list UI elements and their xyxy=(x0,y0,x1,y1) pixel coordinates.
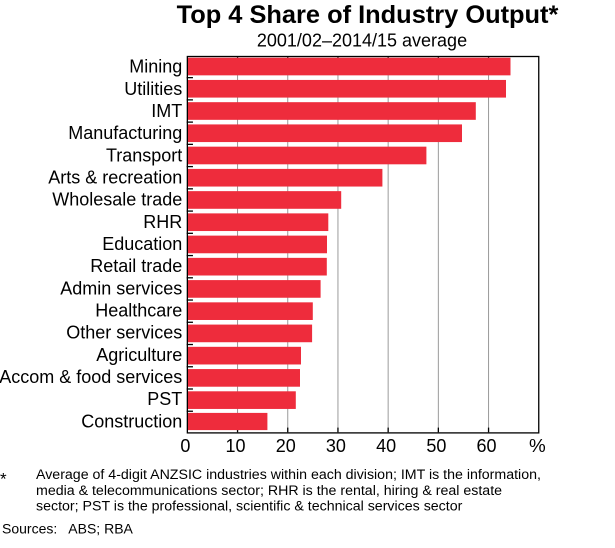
svg-text:50: 50 xyxy=(426,436,446,456)
svg-text:0: 0 xyxy=(180,436,190,456)
svg-text:Retail trade: Retail trade xyxy=(90,256,182,276)
svg-text:10: 10 xyxy=(226,436,246,456)
svg-text:media & telecommunications sec: media & telecommunications sector; RHR i… xyxy=(36,483,502,499)
svg-text:sector; PST is the professiona: sector; PST is the professional, scienti… xyxy=(36,499,463,515)
svg-text:IMT: IMT xyxy=(151,101,182,121)
svg-text:Arts & recreation: Arts & recreation xyxy=(48,167,182,187)
svg-text:PST: PST xyxy=(147,389,182,409)
svg-text:Accom & food services: Accom & food services xyxy=(0,367,182,387)
svg-text:Manufacturing: Manufacturing xyxy=(68,123,182,143)
svg-text:Healthcare: Healthcare xyxy=(95,300,182,320)
svg-text:30: 30 xyxy=(326,436,346,456)
svg-text:Admin services: Admin services xyxy=(60,278,182,298)
svg-text:Construction: Construction xyxy=(81,411,182,431)
svg-text:*: * xyxy=(0,469,7,488)
svg-text:Education: Education xyxy=(102,234,182,254)
svg-text:Mining: Mining xyxy=(129,57,182,77)
svg-text:40: 40 xyxy=(376,436,396,456)
svg-text:2001/02–2014/15 average: 2001/02–2014/15 average xyxy=(257,30,467,50)
svg-text:Average of 4-digit ANZSIC indu: Average of 4-digit ANZSIC industries wit… xyxy=(36,467,541,483)
svg-text:Utilities: Utilities xyxy=(124,79,182,99)
svg-text:20: 20 xyxy=(276,436,296,456)
svg-text:ABS; RBA: ABS; RBA xyxy=(68,521,133,537)
svg-text:%: % xyxy=(529,435,546,456)
svg-text:Agriculture: Agriculture xyxy=(96,345,182,365)
svg-text:Other services: Other services xyxy=(66,323,182,343)
svg-text:RHR: RHR xyxy=(143,212,182,232)
svg-text:60: 60 xyxy=(477,436,497,456)
svg-text:Wholesale trade: Wholesale trade xyxy=(52,190,182,210)
svg-text:Sources:: Sources: xyxy=(2,521,57,537)
svg-text:Transport: Transport xyxy=(106,145,182,165)
svg-text:Top 4 Share of Industry Output: Top 4 Share of Industry Output* xyxy=(177,1,559,29)
